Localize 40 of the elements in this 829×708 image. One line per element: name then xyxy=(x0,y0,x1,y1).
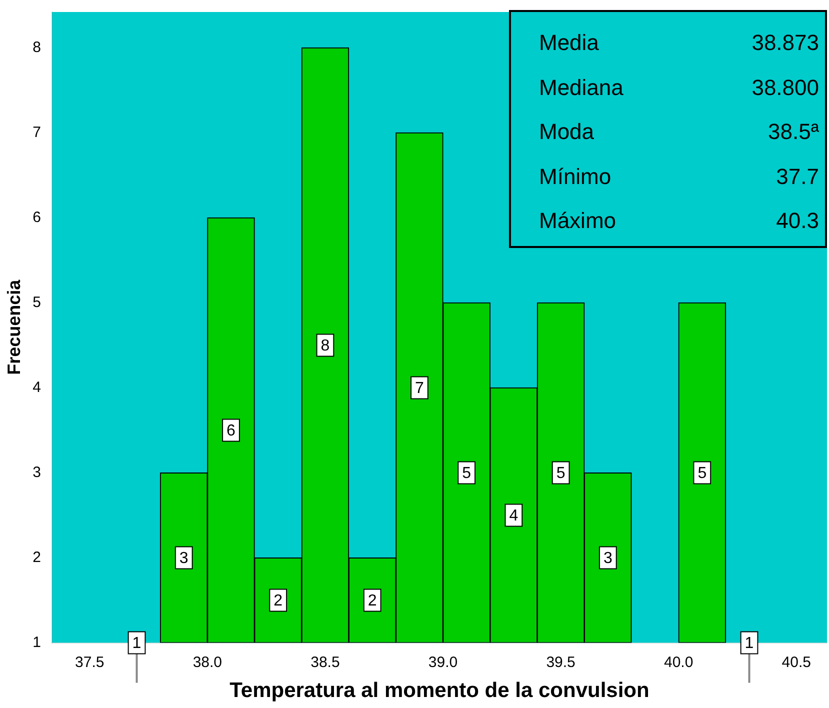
data-label: 5 xyxy=(462,465,472,482)
data-label: 1 xyxy=(132,635,142,652)
y-axis-title: Frecuencia xyxy=(4,278,24,375)
x-tick-label: 37.5 xyxy=(75,654,104,671)
data-label: 2 xyxy=(274,592,283,610)
y-tick-label: 5 xyxy=(32,294,41,311)
x-tick-label: 40.0 xyxy=(664,654,694,671)
x-tick-label: 38.0 xyxy=(192,654,222,671)
x-tick-label: 39.0 xyxy=(428,654,458,671)
annotation: Media xyxy=(539,30,599,57)
y-tick-label: 7 xyxy=(32,124,41,141)
annotation: 37.7 xyxy=(776,164,819,190)
data-label: 2 xyxy=(368,592,377,610)
annotation: 40.3 xyxy=(776,208,819,235)
data-label: 5 xyxy=(556,465,566,482)
x-axis-title: Temperatura al momento de la convulsion xyxy=(230,679,650,702)
annotation: Máximo xyxy=(539,208,616,235)
x-tick-label: 38.5 xyxy=(310,654,340,671)
annotation: 38.800 xyxy=(752,74,819,102)
annotation: Mínimo xyxy=(539,164,612,190)
data-label: 3 xyxy=(179,550,188,568)
data-label: 6 xyxy=(226,422,236,440)
y-tick-label: 3 xyxy=(32,464,41,481)
y-tick-label: 6 xyxy=(32,208,41,226)
x-tick-label: 39.5 xyxy=(546,654,576,671)
data-label: 1 xyxy=(744,635,754,652)
y-tick-label: 2 xyxy=(32,548,41,566)
data-label: 4 xyxy=(509,508,518,525)
annotation: Moda xyxy=(539,119,594,146)
data-label: 7 xyxy=(414,380,424,398)
y-tick-label: 1 xyxy=(32,634,41,651)
y-tick-label: 4 xyxy=(32,378,41,396)
y-tick-label: 8 xyxy=(32,38,41,56)
annotation: 38.873 xyxy=(752,30,819,57)
annotation: Mediana xyxy=(539,74,624,102)
x-tick-label: 40.5 xyxy=(782,654,811,671)
annotation: 38.5ª xyxy=(768,119,819,146)
data-label: 3 xyxy=(603,550,612,568)
data-label: 8 xyxy=(320,338,330,355)
data-label: 5 xyxy=(698,465,707,482)
